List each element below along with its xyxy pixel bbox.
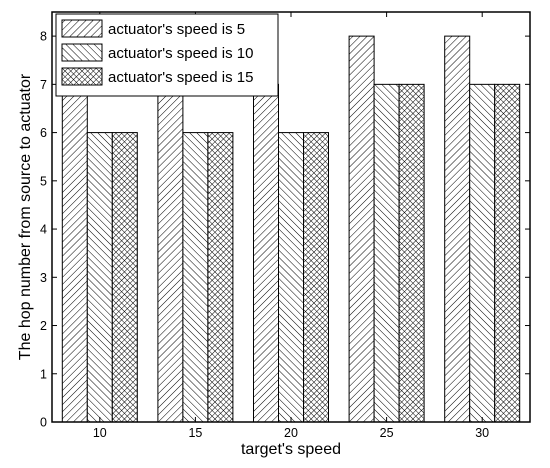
ticks-layer: 0 1 2 3 4 5 6 7 8 10 15 20 25 30 [40,12,530,440]
legend: actuator's speed is 5 actuator's speed i… [55,13,279,97]
bars-layer [61,35,521,423]
legend-label-2: actuator's speed is 10 [108,45,253,62]
x-tick-label: 25 [380,426,394,440]
bar-s1-10 [61,83,88,423]
y-tick-label: 5 [40,174,47,188]
y-tick-label: 6 [40,126,47,140]
legend-label-3: actuator's speed is 15 [108,69,253,86]
bar-s3-10 [111,132,138,423]
bar-s3-25 [398,83,425,423]
bar-s2-10 [86,132,113,423]
y-tick-label: 8 [40,30,47,44]
y-tick-label: 4 [40,223,47,237]
bar-s3-20 [303,132,329,423]
bar-s1-25 [348,35,375,423]
legend-swatch-2 [61,43,103,62]
y-tick-label: 1 [40,367,47,381]
x-tick-label: 15 [188,426,202,440]
x-axis-label: target's speed [241,441,341,458]
x-tick-label: 20 [284,426,298,440]
bar-s2-25 [373,83,400,423]
bar-s3-15 [207,132,234,423]
legend-label-1: actuator's speed is 5 [108,21,245,38]
y-tick-label: 2 [40,319,47,333]
bar-s1-15 [157,83,184,423]
y-axis-label: The hop number from source to actuator [17,73,34,360]
bar-s1-20 [253,83,279,423]
y-tick-label: 3 [40,271,47,285]
bar-s3-30 [494,83,521,423]
bar-s2-15 [182,132,209,423]
legend-swatch-1 [61,19,103,38]
bar-s1-30 [444,35,471,423]
bar-s2-30 [469,83,496,423]
y-tick-label: 0 [40,416,47,430]
y-tick-label: 7 [40,78,47,92]
bar-s2-20 [278,132,304,423]
x-tick-label: 10 [93,426,107,440]
x-tick-label: 30 [475,426,489,440]
legend-swatch-3 [61,67,103,86]
